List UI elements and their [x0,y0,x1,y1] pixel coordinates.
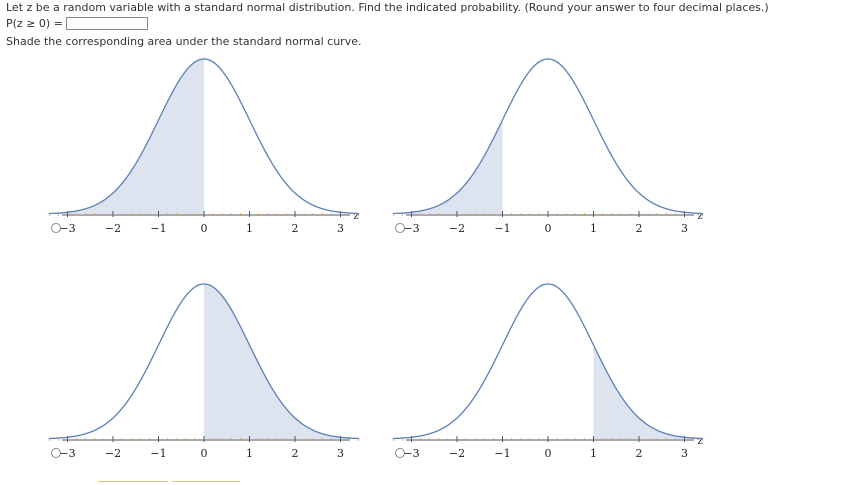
shade-instruction: Shade the corresponding area under the s… [6,35,362,48]
normal-curve-chart-a: −3 −2 −1 0 1 2 3z [44,58,360,235]
tick-label: −2 [449,447,465,460]
shaded-area [44,59,204,214]
shaded-area [388,119,503,214]
tick-label: 0 [545,447,552,460]
tick-label: −1 [494,222,510,235]
normal-curve [393,283,703,440]
shaded-area [593,344,708,439]
tick-label: −3 [59,222,75,235]
tick-label: 0 [201,447,208,460]
tick-label: −3 [403,447,419,460]
graph-option-c[interactable]: −3 −2 −1 0 1 2 3 [46,277,366,473]
tick-label: −1 [494,447,510,460]
select-radio[interactable] [395,223,405,233]
normal-curve-chart-c: −3 −2 −1 0 1 2 3 [48,283,364,460]
graph-option-d[interactable]: −3 −2 −1 0 1 2 3 z [390,277,710,473]
footer-rule [172,481,240,482]
graph-option-a[interactable]: −3 −2 −1 0 1 2 3 z [44,52,366,248]
answer-input[interactable] [65,17,148,30]
probability-row: P(z ≥ 0) = [6,17,148,30]
axis-label-z: z [697,211,702,222]
tick-label: −3 [403,222,419,235]
tick-label: −2 [105,447,121,460]
tick-label: 0 [201,222,208,235]
tick-label: 1 [590,447,597,460]
axis-label-z: z [353,211,358,222]
tick-label: −2 [449,222,465,235]
probability-label: P(z ≥ 0) = [6,17,63,30]
tick-label: 3 [337,222,344,235]
select-radio[interactable] [395,448,405,458]
tick-label: −1 [150,447,166,460]
tick-label: 3 [681,222,688,235]
normal-curve-chart-b: −3 −2 −1 0 1 2 3z [388,58,704,235]
tick-label: 3 [681,447,688,460]
tick-label: 2 [292,222,299,235]
question-prompt: Let z be a random variable with a standa… [6,1,769,14]
select-radio[interactable] [51,223,61,233]
tick-label: 2 [636,222,643,235]
normal-curve [393,58,703,215]
normal-curve [49,58,359,215]
normal-curve [49,283,359,440]
shaded-area [204,284,364,439]
tick-label: −1 [150,222,166,235]
tick-label: 1 [246,447,253,460]
tick-label: 1 [590,222,597,235]
select-radio[interactable] [51,448,61,458]
tick-label: 2 [636,447,643,460]
tick-label: 2 [292,447,299,460]
axis-label-z: z [697,436,702,447]
normal-curve-chart-d: −3 −2 −1 0 1 2 3z [392,283,708,460]
tick-label: 3 [337,447,344,460]
tick-label: −3 [59,447,75,460]
tick-label: 1 [246,222,253,235]
tick-label: 0 [545,222,552,235]
footer-rule [98,481,168,482]
graph-option-b[interactable]: −3 −2 −1 0 1 2 3 z [388,52,710,248]
tick-label: −2 [105,222,121,235]
